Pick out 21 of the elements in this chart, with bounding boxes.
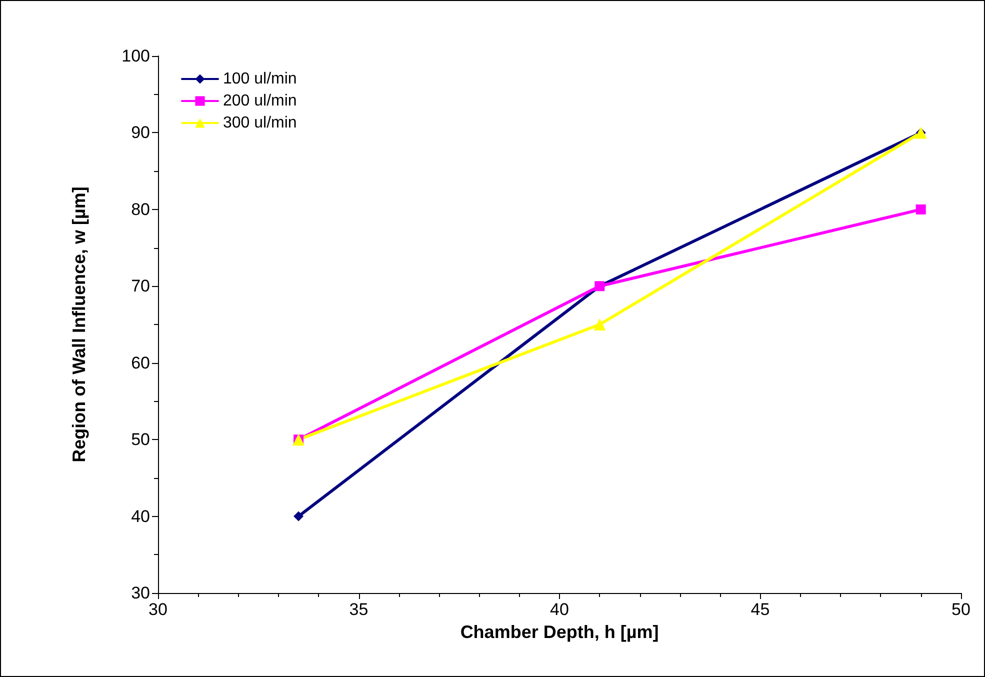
legend-label: 100 ul/min [223, 70, 297, 88]
x-axis-title: Chamber Depth, h [µm] [460, 622, 659, 642]
y-tick-label: 100 [122, 46, 150, 66]
x-tick-label: 40 [550, 600, 569, 619]
y-tick-label: 70 [131, 276, 150, 296]
point [916, 204, 926, 214]
y-axis-title: Region of Wall Influence, w [µm] [69, 186, 89, 462]
legend-label: 200 ul/min [223, 92, 297, 110]
y-tick-label: 80 [131, 200, 150, 219]
y-tick-label: 60 [131, 353, 150, 372]
y-tick-label: 30 [131, 584, 150, 602]
legend-label: 300 ul/min [223, 114, 297, 132]
x-tick-label: 45 [750, 600, 770, 619]
y-tick-label: 50 [131, 430, 150, 450]
x-tick-label: 30 [148, 600, 168, 619]
x-tick-label: 50 [952, 600, 970, 619]
y-tick-label: 40 [131, 506, 150, 526]
point [594, 318, 606, 330]
y-tick-label: 90 [131, 123, 150, 142]
point [294, 511, 304, 522]
x-tick-label: 35 [349, 600, 368, 619]
